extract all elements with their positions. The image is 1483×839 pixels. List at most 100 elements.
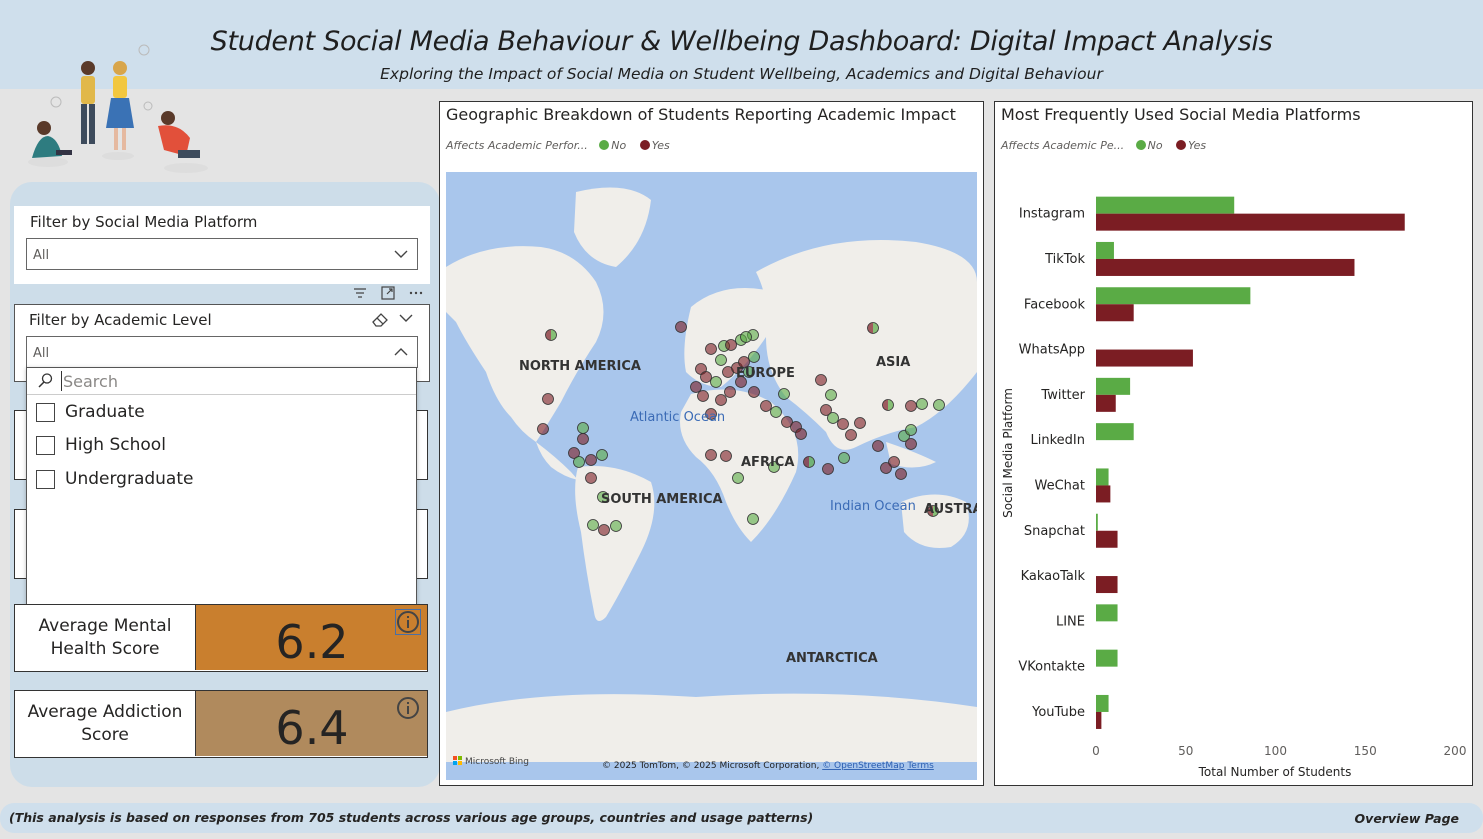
map-marker-yes[interactable] — [888, 456, 900, 468]
bar-yes[interactable] — [1096, 485, 1111, 503]
map-marker-yes[interactable] — [760, 400, 772, 412]
student-markers[interactable] — [537, 321, 945, 536]
map-marker-yes[interactable] — [598, 524, 610, 536]
map-marker-no[interactable] — [740, 331, 752, 343]
map-marker-no[interactable] — [597, 491, 609, 503]
bar-no[interactable] — [1096, 649, 1118, 667]
checkbox[interactable] — [36, 403, 55, 422]
chevron-down-icon[interactable] — [398, 310, 414, 326]
page-name[interactable]: Overview Page — [1354, 811, 1459, 826]
checkbox[interactable] — [36, 470, 55, 489]
map-marker-no[interactable] — [873, 322, 879, 334]
map-marker-yes[interactable] — [815, 374, 827, 386]
terms-link[interactable]: Terms — [906, 761, 934, 771]
map-marker-no[interactable] — [577, 422, 589, 434]
bar-yes[interactable] — [1096, 711, 1102, 729]
map-marker-no[interactable] — [916, 398, 928, 410]
map-marker-yes[interactable] — [585, 472, 597, 484]
map-marker-yes[interactable] — [867, 322, 874, 334]
platform-dropdown[interactable]: All — [26, 238, 418, 270]
map-marker-no[interactable] — [827, 412, 839, 424]
map-marker-no[interactable] — [933, 505, 939, 517]
map-marker-yes[interactable] — [845, 429, 857, 441]
bar-yes[interactable] — [1096, 576, 1118, 594]
info-icon[interactable] — [395, 609, 421, 635]
map-marker-yes[interactable] — [895, 468, 907, 480]
filter-icon[interactable] — [352, 285, 368, 301]
bar-yes[interactable] — [1096, 530, 1118, 548]
academic-dropdown[interactable]: All — [26, 336, 418, 368]
map-marker-yes[interactable] — [705, 343, 717, 355]
map-marker-yes[interactable] — [705, 408, 717, 420]
more-options-icon[interactable] — [408, 285, 424, 301]
map-marker-no[interactable] — [710, 376, 722, 388]
map-marker-no[interactable] — [778, 388, 790, 400]
map-marker-no[interactable] — [587, 519, 599, 531]
map-marker-no[interactable] — [732, 472, 744, 484]
map-marker-yes[interactable] — [735, 376, 747, 388]
map-marker-no[interactable] — [610, 520, 622, 532]
map-marker-yes[interactable] — [905, 400, 917, 412]
bar-no[interactable] — [1096, 241, 1114, 259]
map-marker-yes[interactable] — [882, 399, 889, 411]
map-marker-yes[interactable] — [927, 505, 934, 517]
bar-yes[interactable] — [1096, 258, 1355, 276]
bar-no[interactable] — [1096, 196, 1235, 214]
bar-yes[interactable] — [1096, 394, 1116, 412]
map-marker-yes[interactable] — [905, 438, 917, 450]
map-marker-no[interactable] — [825, 389, 837, 401]
map-marker-yes[interactable] — [697, 390, 709, 402]
search-input[interactable]: Search — [63, 372, 118, 391]
map-marker-yes[interactable] — [715, 394, 727, 406]
bar-no[interactable] — [1096, 377, 1131, 395]
map-marker-no[interactable] — [905, 424, 917, 436]
map-marker-yes[interactable] — [880, 462, 892, 474]
map-marker-yes[interactable] — [781, 416, 793, 428]
map-marker-yes[interactable] — [690, 381, 702, 393]
bar-no[interactable] — [1096, 604, 1118, 622]
checkbox[interactable] — [36, 436, 55, 455]
bar-no[interactable] — [1096, 513, 1098, 531]
bar-no[interactable] — [1096, 468, 1109, 486]
focus-mode-icon[interactable] — [380, 285, 396, 301]
map-marker-no[interactable] — [768, 461, 780, 473]
eraser-icon[interactable] — [370, 309, 390, 329]
map-marker-no[interactable] — [573, 456, 585, 468]
map-marker-yes[interactable] — [854, 417, 866, 429]
map-marker-no[interactable] — [809, 456, 815, 468]
map-marker-yes[interactable] — [837, 418, 849, 430]
map-marker-yes[interactable] — [537, 423, 549, 435]
map-marker-no[interactable] — [551, 329, 557, 341]
map-marker-yes[interactable] — [545, 329, 552, 341]
map-marker-yes[interactable] — [795, 428, 807, 440]
map-marker-yes[interactable] — [705, 449, 717, 461]
dropdown-search[interactable]: Search — [27, 368, 416, 395]
map-marker-yes[interactable] — [675, 321, 687, 333]
map-marker-yes[interactable] — [725, 339, 737, 351]
map-marker-no[interactable] — [770, 406, 782, 418]
bar-yes[interactable] — [1096, 213, 1405, 231]
map-marker-yes[interactable] — [577, 433, 589, 445]
world-map[interactable]: NORTH AMERICA EUROPE ASIA AFRICA SOUTH A… — [446, 172, 977, 780]
map-marker-yes[interactable] — [568, 447, 580, 459]
map-marker-no[interactable] — [748, 351, 760, 363]
map-marker-yes[interactable] — [803, 456, 810, 468]
map-marker-yes[interactable] — [724, 386, 736, 398]
map-marker-yes[interactable] — [585, 454, 597, 466]
bar-yes[interactable] — [1096, 304, 1134, 322]
map-marker-yes[interactable] — [700, 371, 712, 383]
bar-yes[interactable] — [1096, 349, 1193, 367]
bar-no[interactable] — [1096, 287, 1251, 305]
map-marker-no[interactable] — [933, 399, 945, 411]
map-marker-yes[interactable] — [738, 356, 750, 368]
osm-link[interactable]: © OpenStreetMap — [822, 761, 905, 771]
map-marker-yes[interactable] — [822, 463, 834, 475]
map-marker-yes[interactable] — [542, 393, 554, 405]
info-icon[interactable] — [396, 696, 420, 720]
map-marker-yes[interactable] — [820, 404, 832, 416]
bar-no[interactable] — [1096, 423, 1134, 441]
map-marker-no[interactable] — [888, 399, 894, 411]
bar-no[interactable] — [1096, 694, 1109, 712]
map-marker-no[interactable] — [743, 366, 755, 378]
map-marker-no[interactable] — [747, 513, 759, 525]
